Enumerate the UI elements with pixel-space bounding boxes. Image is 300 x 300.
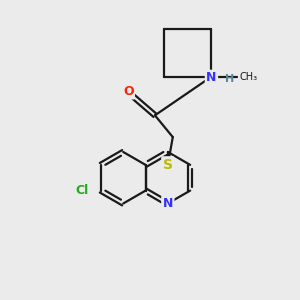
Text: CH₃: CH₃ — [239, 72, 257, 82]
Text: S: S — [163, 158, 173, 172]
Text: H: H — [225, 74, 235, 84]
Text: Cl: Cl — [76, 184, 89, 197]
Text: O: O — [123, 85, 134, 98]
Text: N: N — [206, 71, 217, 84]
Text: N: N — [163, 197, 173, 210]
